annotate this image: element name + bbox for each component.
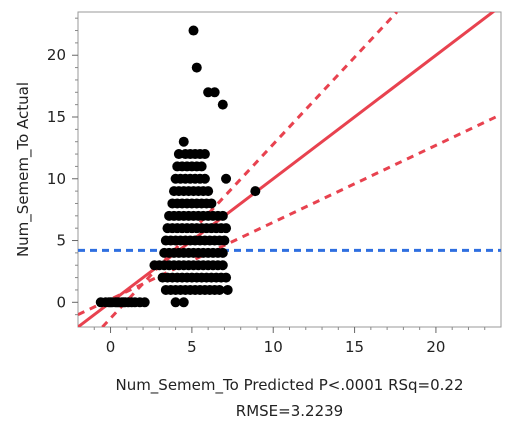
data-point xyxy=(222,284,233,295)
data-point xyxy=(219,235,230,246)
x-tick-label: 10 xyxy=(264,338,283,356)
data-point xyxy=(221,223,232,234)
y-tick-label: 15 xyxy=(47,108,66,126)
y-axis: 0 5 10 15 20 xyxy=(47,17,78,316)
data-point xyxy=(217,247,228,258)
y-axis-label: Num_Semem_To Actual xyxy=(14,82,33,257)
data-point xyxy=(118,297,129,308)
data-point xyxy=(250,186,261,197)
x-tick-label: 5 xyxy=(187,338,197,356)
data-point xyxy=(191,62,202,73)
data-points xyxy=(95,25,261,308)
data-point xyxy=(214,284,225,295)
data-point xyxy=(170,297,181,308)
y-tick-label: 10 xyxy=(47,170,66,188)
data-point xyxy=(196,161,207,172)
fit-line xyxy=(78,12,496,327)
data-point xyxy=(178,297,189,308)
data-point xyxy=(217,99,228,110)
y-tick-label: 5 xyxy=(56,232,66,250)
confidence-lower-line xyxy=(78,113,501,317)
data-point xyxy=(139,297,150,308)
x-tick-label: 15 xyxy=(345,338,364,356)
x-tick-label: 0 xyxy=(106,338,116,356)
data-point xyxy=(217,260,228,271)
data-point xyxy=(188,25,199,36)
y-tick-label: 0 xyxy=(56,293,66,311)
rmse-label: RMSE=3.2239 xyxy=(236,402,343,420)
data-point xyxy=(206,198,217,209)
y-tick-label: 20 xyxy=(47,46,66,64)
data-point xyxy=(217,210,228,221)
confidence-upper-line xyxy=(101,12,398,327)
reference-lines xyxy=(78,12,501,327)
data-point xyxy=(199,149,210,160)
data-point xyxy=(221,173,232,184)
x-axis-label: Num_Semem_To Predicted P<.0001 RSq=0.22 xyxy=(115,376,463,395)
x-tick-label: 20 xyxy=(426,338,445,356)
x-axis: 0 5 10 15 20 xyxy=(93,327,486,356)
data-point xyxy=(221,272,232,283)
data-point xyxy=(199,173,210,184)
data-point xyxy=(209,87,220,98)
data-point xyxy=(203,186,214,197)
data-point xyxy=(178,136,189,147)
